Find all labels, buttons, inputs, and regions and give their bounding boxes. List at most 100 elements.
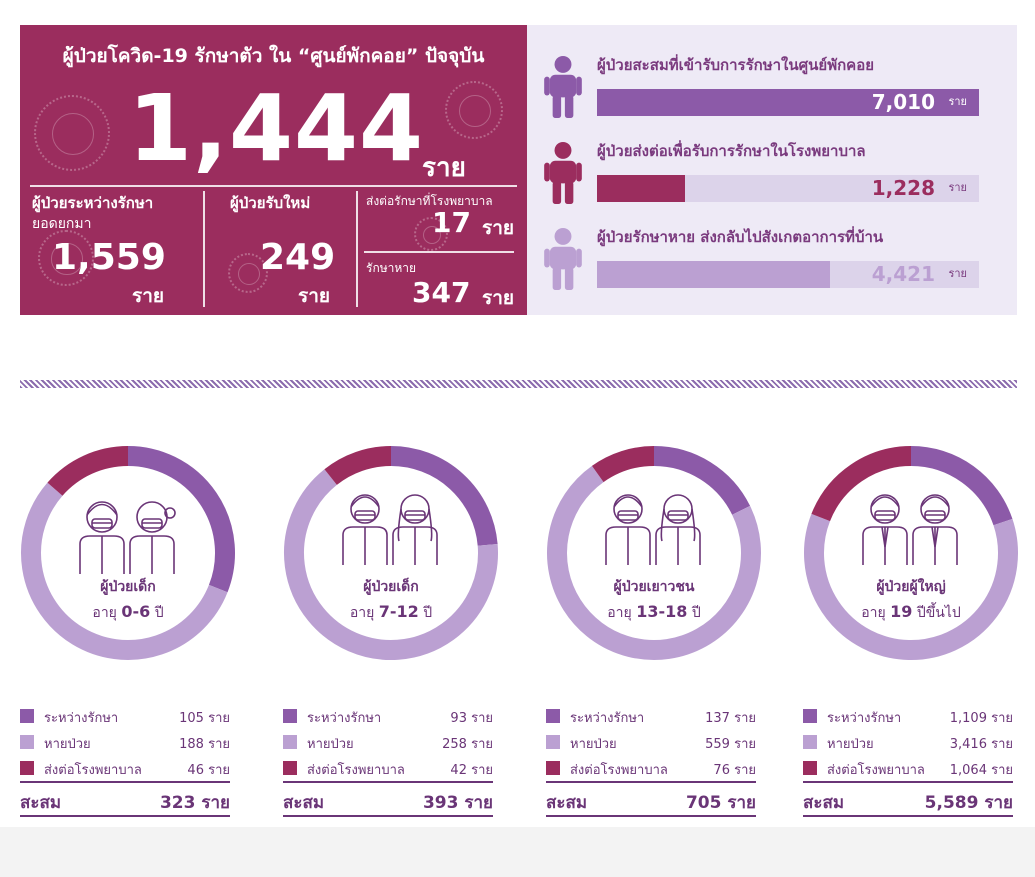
age-range: 19	[890, 602, 913, 621]
legend-value: 1,064 ราย	[949, 763, 1013, 778]
total-label: สะสม	[20, 793, 62, 813]
summary-value: 1,228	[871, 176, 935, 200]
legend-swatch	[20, 709, 34, 723]
total-label: สะสม	[283, 793, 325, 813]
summary-value: 7,010	[871, 90, 935, 114]
total-label: สะสม	[546, 793, 588, 813]
donut-slice-treating	[653, 446, 751, 515]
legend-label: ส่งต่อโรงพยาบาล	[570, 763, 668, 778]
donut-chart	[547, 446, 761, 660]
recovered-value: 347	[412, 276, 471, 309]
legend-label: ส่งต่อโรงพยาบาล	[827, 763, 925, 778]
children-icon	[79, 501, 176, 574]
donut-slice-referred	[324, 446, 392, 486]
donut-chart	[284, 446, 498, 660]
summary-bar-fill	[597, 89, 979, 116]
treating-sublabel: ยอดยกมา	[32, 216, 92, 232]
person-icon	[544, 227, 582, 291]
age-prefix: อายุ	[607, 605, 637, 621]
donut-chart	[804, 446, 1018, 660]
total-label: สะสม	[803, 793, 845, 813]
total-value: 5,589 ราย	[924, 793, 1013, 813]
section-divider	[20, 380, 1017, 388]
donut-slice-recovered	[804, 513, 1018, 660]
recovered-label: รักษาหาย	[366, 261, 417, 275]
cumulative-summary-panel: ผู้ป่วยสะสมที่เข้ารับการรักษาในศูนย์พักค…	[527, 25, 1017, 315]
footer-strip	[0, 827, 1035, 877]
summary-bar-fill	[597, 175, 685, 202]
total-value: 705 ราย	[685, 793, 756, 813]
donut-slice-recovered	[21, 482, 228, 660]
age-range: 0-6	[121, 602, 151, 621]
legend-value: 1,109 ราย	[949, 711, 1013, 726]
legend-value: 3,416 ราย	[949, 737, 1013, 752]
age-range: 13-18	[636, 602, 688, 621]
legend-label: หายป่วย	[44, 737, 91, 752]
summary-unit: ราย	[948, 181, 967, 194]
legend-value: 46 ราย	[187, 763, 230, 778]
youth-icon	[605, 494, 701, 565]
summary-bar: 7,010 ราย	[597, 89, 979, 116]
legend-swatch	[803, 761, 817, 775]
legend-value: 42 ราย	[450, 763, 493, 778]
donut-slice-referred	[811, 446, 912, 522]
legend-row: หายป่วย 559 ราย	[546, 733, 756, 752]
legend-swatch	[546, 735, 560, 749]
treating-label: ผู้ป่วยระหว่างรักษา	[32, 194, 154, 212]
legend-label: ส่งต่อโรงพยาบาล	[307, 763, 405, 778]
legend-label: ระหว่างรักษา	[570, 711, 645, 726]
legend-swatch	[20, 735, 34, 749]
current-patients-panel: ผู้ป่วยโควิด-19 รักษาตัว ใน “ศูนย์พักคอย…	[20, 25, 527, 315]
age-prefix: อายุ	[861, 605, 891, 621]
group-title: ผู้ป่วยเยาวชน	[613, 579, 695, 595]
total-row: สะสม 393 ราย	[283, 789, 493, 813]
legend-row: ระหว่างรักษา 105 ราย	[20, 707, 230, 726]
current-patients-count: 1,444	[128, 75, 425, 182]
group-title: ผู้ป่วยเด็ก	[363, 579, 419, 595]
treating-value: 1,559	[52, 237, 166, 278]
total-value: 393 ราย	[422, 793, 493, 813]
legend-label: ส่งต่อโรงพยาบาล	[44, 763, 142, 778]
legend-row: ส่งต่อโรงพยาบาล 76 ราย	[546, 759, 756, 778]
legend-label: ระหว่างรักษา	[44, 711, 119, 726]
legend-value: 188 ราย	[179, 737, 230, 752]
age-prefix: อายุ	[92, 605, 122, 621]
legend-value: 93 ราย	[450, 711, 493, 726]
virus-icon	[38, 230, 94, 286]
summary-title: ผู้ป่วยสะสมที่เข้ารับการรักษาในศูนย์พักค…	[597, 56, 875, 74]
divider	[30, 185, 517, 187]
summary-title: ผู้ป่วยส่งต่อเพื่อรับการรักษาในโรงพยาบาล	[597, 142, 866, 160]
donut-slice-treating	[127, 446, 235, 593]
total-row: สะสม 5,589 ราย	[803, 789, 1013, 813]
summary-bar: 4,421 ราย	[597, 261, 979, 288]
legend-label: หายป่วย	[827, 737, 874, 752]
total-rule	[803, 781, 1013, 783]
current-patients-unit: ราย	[422, 153, 466, 183]
students-icon	[342, 494, 438, 565]
age-suffix: ปี	[150, 605, 164, 621]
virus-icon	[445, 81, 503, 139]
recovered-unit: ราย	[482, 287, 515, 309]
legend-swatch	[20, 761, 34, 775]
legend-swatch	[283, 761, 297, 775]
group-age: อายุ 0-6 ปี	[20, 602, 236, 624]
total-rule	[283, 815, 493, 817]
referred-unit: ราย	[482, 217, 515, 239]
donut-slice-recovered	[547, 465, 761, 660]
donut-slice-referred	[591, 446, 655, 483]
virus-icon	[414, 217, 448, 251]
legend-swatch	[803, 709, 817, 723]
legend-swatch	[803, 735, 817, 749]
referred-label: ส่งต่อรักษาที่โรงพยาบาล	[366, 194, 493, 208]
age-group: ผู้ป่วยเด็ก อายุ 0-6 ปี ระหว่างรักษา 105 รา…	[20, 445, 270, 825]
total-rule	[20, 781, 230, 783]
legend-row: ระหว่างรักษา 1,109 ราย	[803, 707, 1013, 726]
legend-value: 258 ราย	[442, 737, 493, 752]
virus-icon	[228, 253, 268, 293]
legend-label: หายป่วย	[307, 737, 354, 752]
donut-slice-referred	[47, 446, 129, 496]
total-value: 323 ราย	[159, 793, 230, 813]
legend-row: ส่งต่อโรงพยาบาล 46 ราย	[20, 759, 230, 778]
legend-row: หายป่วย 188 ราย	[20, 733, 230, 752]
total-rule	[546, 815, 756, 817]
